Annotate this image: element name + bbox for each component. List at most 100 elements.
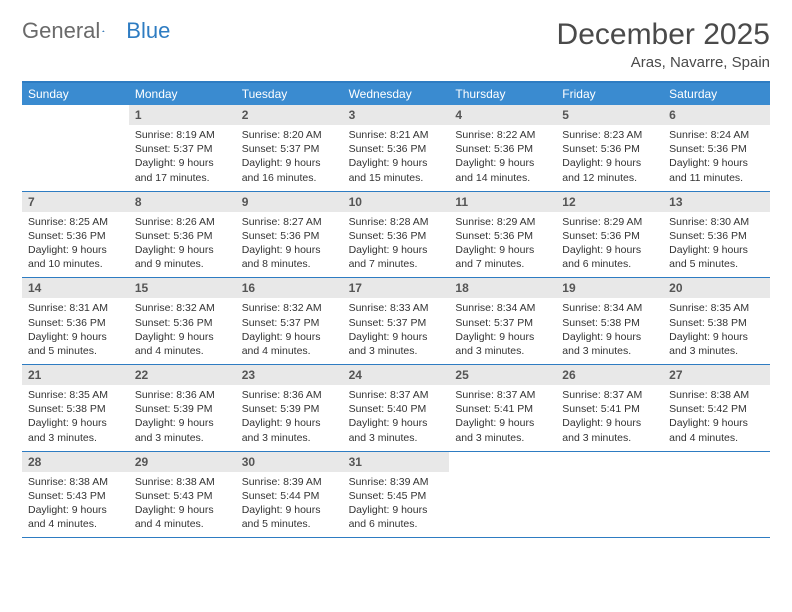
day-cell: [22, 105, 129, 191]
day-cell: 29Sunrise: 8:38 AMSunset: 5:43 PMDayligh…: [129, 452, 236, 538]
day-number: 21: [22, 365, 129, 385]
daylight-text: Daylight: 9 hours and 7 minutes.: [349, 243, 444, 271]
sunrise-text: Sunrise: 8:38 AM: [135, 475, 230, 489]
daylight-text: Daylight: 9 hours and 3 minutes.: [242, 416, 337, 444]
day-cell: [449, 452, 556, 538]
day-number: [22, 105, 129, 125]
week-row: 1Sunrise: 8:19 AMSunset: 5:37 PMDaylight…: [22, 105, 770, 192]
daylight-text: Daylight: 9 hours and 15 minutes.: [349, 156, 444, 184]
sunset-text: Sunset: 5:38 PM: [562, 316, 657, 330]
sunrise-text: Sunrise: 8:27 AM: [242, 215, 337, 229]
sunset-text: Sunset: 5:36 PM: [28, 316, 123, 330]
day-number: 19: [556, 278, 663, 298]
sunrise-text: Sunrise: 8:38 AM: [28, 475, 123, 489]
day-number: 30: [236, 452, 343, 472]
sunset-text: Sunset: 5:39 PM: [135, 402, 230, 416]
sunrise-text: Sunrise: 8:20 AM: [242, 128, 337, 142]
day-number: 7: [22, 192, 129, 212]
week-row: 21Sunrise: 8:35 AMSunset: 5:38 PMDayligh…: [22, 365, 770, 452]
day-number: 16: [236, 278, 343, 298]
day-number: 15: [129, 278, 236, 298]
sunrise-text: Sunrise: 8:37 AM: [349, 388, 444, 402]
sunrise-text: Sunrise: 8:37 AM: [562, 388, 657, 402]
daylight-text: Daylight: 9 hours and 3 minutes.: [135, 416, 230, 444]
day-number: 1: [129, 105, 236, 125]
day-number: 28: [22, 452, 129, 472]
sunrise-text: Sunrise: 8:23 AM: [562, 128, 657, 142]
sunrise-text: Sunrise: 8:34 AM: [562, 301, 657, 315]
daylight-text: Daylight: 9 hours and 7 minutes.: [455, 243, 550, 271]
daylight-text: Daylight: 9 hours and 4 minutes.: [242, 330, 337, 358]
sunset-text: Sunset: 5:37 PM: [349, 316, 444, 330]
sunrise-text: Sunrise: 8:28 AM: [349, 215, 444, 229]
day-cell: 5 Sunrise: 8:23 AMSunset: 5:36 PMDaylight…: [556, 105, 663, 191]
day-cell: 22Sunrise: 8:36 AMSunset: 5:39 PMDayligh…: [129, 365, 236, 451]
daylight-text: Daylight: 9 hours and 17 minutes.: [135, 156, 230, 184]
sunrise-text: Sunrise: 8:36 AM: [242, 388, 337, 402]
day-cell: [556, 452, 663, 538]
daylight-text: Daylight: 9 hours and 12 minutes.: [562, 156, 657, 184]
daylight-text: Daylight: 9 hours and 3 minutes.: [349, 416, 444, 444]
weekday-wednesday: Wednesday: [343, 83, 450, 105]
sunset-text: Sunset: 5:36 PM: [669, 142, 764, 156]
daylight-text: Daylight: 9 hours and 4 minutes.: [28, 503, 123, 531]
day-number: 27: [663, 365, 770, 385]
sunset-text: Sunset: 5:37 PM: [242, 316, 337, 330]
sunset-text: Sunset: 5:36 PM: [562, 142, 657, 156]
daylight-text: Daylight: 9 hours and 5 minutes.: [669, 243, 764, 271]
day-cell: 20Sunrise: 8:35 AMSunset: 5:38 PMDayligh…: [663, 278, 770, 364]
day-number: 5: [556, 105, 663, 125]
day-number: 11: [449, 192, 556, 212]
calendar: SundayMondayTuesdayWednesdayThursdayFrid…: [22, 81, 770, 538]
sunset-text: Sunset: 5:36 PM: [455, 142, 550, 156]
day-cell: 10Sunrise: 8:28 AMSunset: 5:36 PMDayligh…: [343, 192, 450, 278]
day-cell: 18Sunrise: 8:34 AMSunset: 5:37 PMDayligh…: [449, 278, 556, 364]
sunrise-text: Sunrise: 8:31 AM: [28, 301, 123, 315]
sunrise-text: Sunrise: 8:25 AM: [28, 215, 123, 229]
day-number: 10: [343, 192, 450, 212]
day-cell: 15Sunrise: 8:32 AMSunset: 5:36 PMDayligh…: [129, 278, 236, 364]
day-cell: 14Sunrise: 8:31 AMSunset: 5:36 PMDayligh…: [22, 278, 129, 364]
sunset-text: Sunset: 5:43 PM: [135, 489, 230, 503]
week-row: 14Sunrise: 8:31 AMSunset: 5:36 PMDayligh…: [22, 278, 770, 365]
day-cell: 1Sunrise: 8:19 AMSunset: 5:37 PMDaylight…: [129, 105, 236, 191]
day-number: 3: [343, 105, 450, 125]
day-number: 6: [663, 105, 770, 125]
sunrise-text: Sunrise: 8:26 AM: [135, 215, 230, 229]
day-number: 25: [449, 365, 556, 385]
sunrise-text: Sunrise: 8:19 AM: [135, 128, 230, 142]
day-number: 22: [129, 365, 236, 385]
daylight-text: Daylight: 9 hours and 3 minutes.: [455, 416, 550, 444]
day-cell: 23Sunrise: 8:36 AMSunset: 5:39 PMDayligh…: [236, 365, 343, 451]
daylight-text: Daylight: 9 hours and 8 minutes.: [242, 243, 337, 271]
sunset-text: Sunset: 5:42 PM: [669, 402, 764, 416]
day-number: 26: [556, 365, 663, 385]
sunset-text: Sunset: 5:36 PM: [135, 229, 230, 243]
daylight-text: Daylight: 9 hours and 3 minutes.: [28, 416, 123, 444]
sunset-text: Sunset: 5:36 PM: [455, 229, 550, 243]
day-cell: 28Sunrise: 8:38 AMSunset: 5:43 PMDayligh…: [22, 452, 129, 538]
sunset-text: Sunset: 5:36 PM: [28, 229, 123, 243]
day-number: 23: [236, 365, 343, 385]
day-cell: 3Sunrise: 8:21 AMSunset: 5:36 PMDaylight…: [343, 105, 450, 191]
sunrise-text: Sunrise: 8:35 AM: [669, 301, 764, 315]
day-number: 4: [449, 105, 556, 125]
day-cell: 17Sunrise: 8:33 AMSunset: 5:37 PMDayligh…: [343, 278, 450, 364]
day-number: [556, 452, 663, 472]
daylight-text: Daylight: 9 hours and 3 minutes.: [349, 330, 444, 358]
day-number: 31: [343, 452, 450, 472]
day-cell: 7Sunrise: 8:25 AMSunset: 5:36 PMDaylight…: [22, 192, 129, 278]
day-number: 24: [343, 365, 450, 385]
sunset-text: Sunset: 5:36 PM: [135, 316, 230, 330]
sunrise-text: Sunrise: 8:24 AM: [669, 128, 764, 142]
daylight-text: Daylight: 9 hours and 3 minutes.: [562, 416, 657, 444]
logo-text-2: Blue: [126, 18, 170, 44]
day-cell: 21Sunrise: 8:35 AMSunset: 5:38 PMDayligh…: [22, 365, 129, 451]
day-number: 2: [236, 105, 343, 125]
daylight-text: Daylight: 9 hours and 16 minutes.: [242, 156, 337, 184]
daylight-text: Daylight: 9 hours and 6 minutes.: [562, 243, 657, 271]
day-number: 12: [556, 192, 663, 212]
daylight-text: Daylight: 9 hours and 11 minutes.: [669, 156, 764, 184]
daylight-text: Daylight: 9 hours and 3 minutes.: [669, 330, 764, 358]
sunset-text: Sunset: 5:38 PM: [28, 402, 123, 416]
